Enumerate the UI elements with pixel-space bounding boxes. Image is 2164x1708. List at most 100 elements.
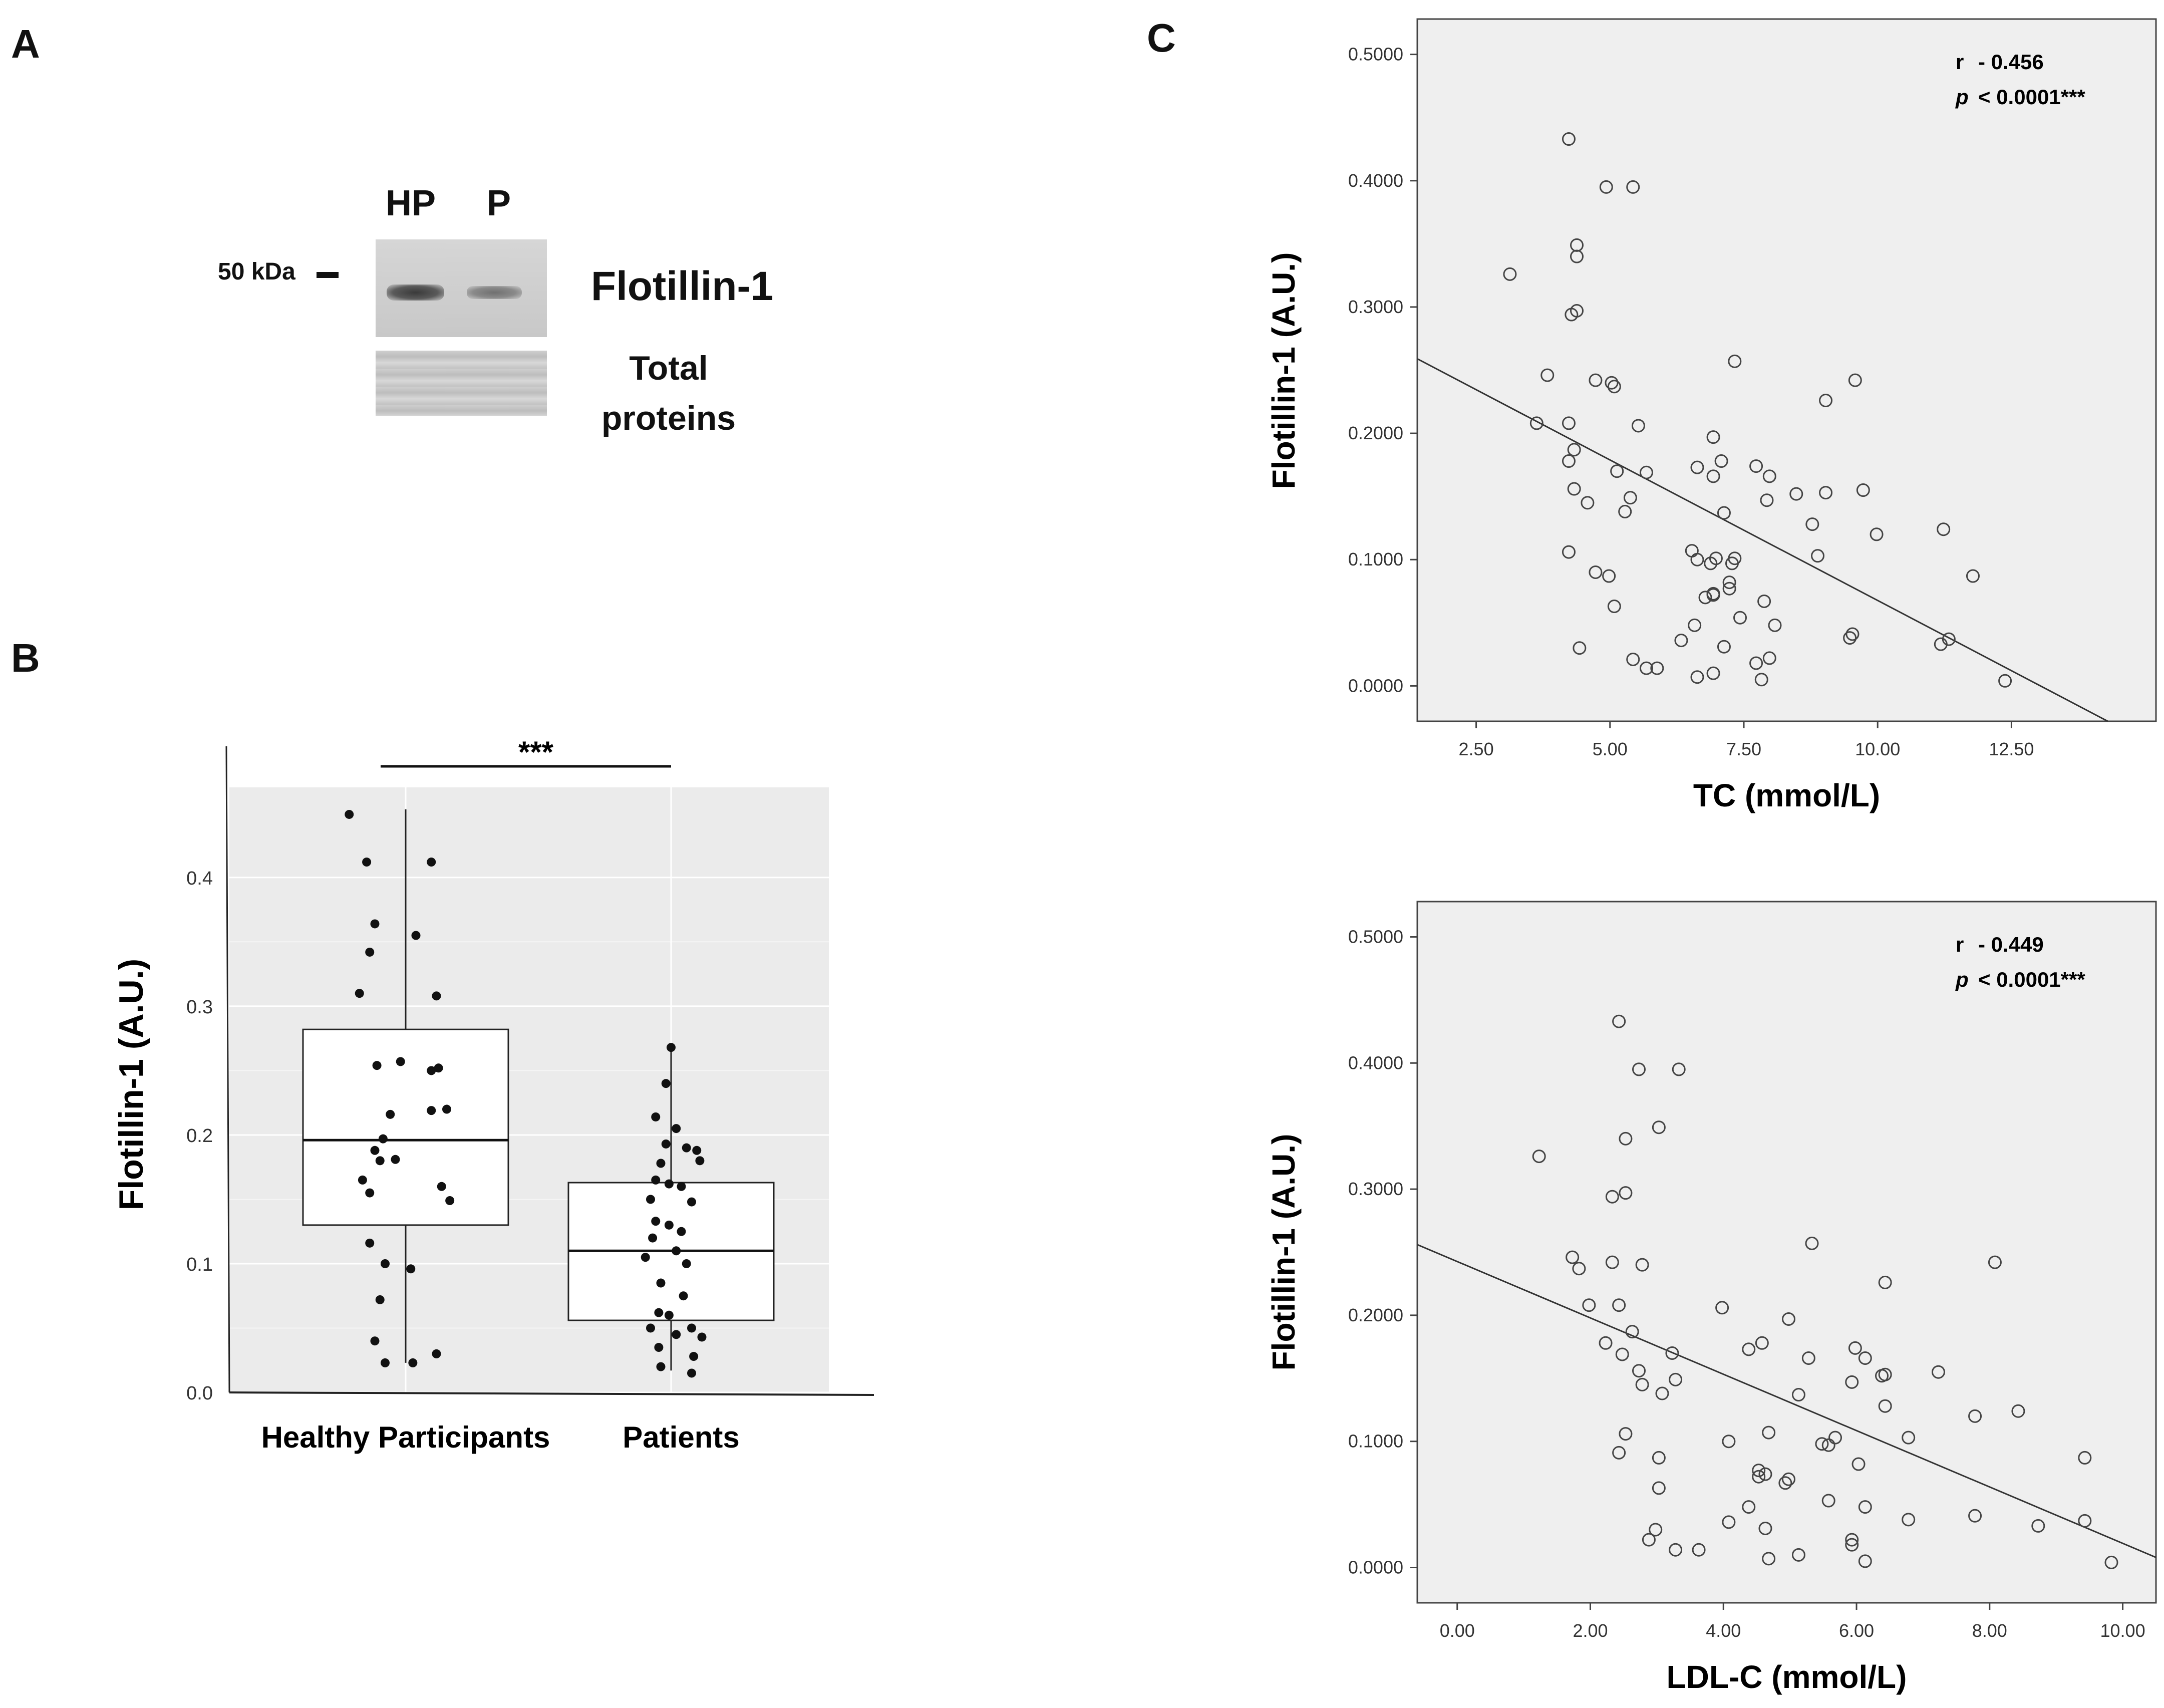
data-point	[1781, 1472, 1795, 1486]
data-point	[1858, 1500, 1872, 1514]
data-point	[1626, 652, 1640, 666]
y-tick-label: 0.4	[186, 868, 213, 889]
data-point	[1966, 569, 1980, 583]
loading-label-line2: proteins	[601, 399, 736, 437]
data-point	[1562, 454, 1576, 468]
y-axis-title: Flotillin-1 (A.U.)	[1266, 252, 1302, 489]
data-point	[1815, 1437, 1829, 1451]
data-point	[1589, 565, 1603, 579]
data-point	[370, 919, 380, 929]
data-point	[1581, 496, 1595, 510]
data-point	[432, 1349, 441, 1358]
y-tick-label: 0.2	[186, 1125, 213, 1147]
data-point	[1722, 1515, 1736, 1529]
data-point	[1650, 661, 1664, 675]
data-point	[1573, 641, 1587, 655]
data-point	[1631, 419, 1645, 433]
data-point	[1607, 380, 1621, 394]
data-point	[1625, 1325, 1639, 1339]
data-point	[651, 1217, 661, 1226]
data-point	[667, 1043, 676, 1052]
y-tick-label: 0.3000	[1348, 1179, 1403, 1199]
data-point	[1602, 569, 1616, 583]
data-point	[1623, 491, 1637, 505]
data-point	[2031, 1519, 2045, 1533]
data-point	[1725, 556, 1739, 571]
data-point	[365, 947, 375, 957]
data-point	[1845, 1375, 1859, 1389]
y-tick-label: 0.1000	[1348, 549, 1403, 570]
data-point	[1752, 1464, 1766, 1478]
data-point	[1610, 464, 1624, 478]
data-point	[1843, 631, 1857, 645]
x-tick-label: 4.00	[1706, 1620, 1741, 1641]
data-point	[1722, 576, 1736, 590]
data-point	[1845, 1538, 1859, 1552]
data-point	[664, 1179, 674, 1189]
data-point	[1856, 483, 1870, 497]
data-point	[1582, 1298, 1596, 1312]
total-protein-image	[376, 351, 547, 416]
y-tick-label: 0.5000	[1348, 44, 1403, 65]
panel-letter-c: C	[1147, 16, 1176, 60]
blot-image	[376, 239, 547, 337]
data-point	[1619, 1186, 1633, 1200]
panel-letter-a: A	[11, 22, 40, 66]
data-point	[1692, 1543, 1706, 1557]
marker-dash	[317, 272, 339, 278]
data-point	[1690, 670, 1704, 684]
data-point	[1758, 1467, 1772, 1481]
data-point	[654, 1308, 664, 1317]
data-point	[1988, 1255, 2002, 1269]
data-point	[1706, 469, 1720, 483]
data-point	[1632, 1062, 1646, 1076]
data-point	[1805, 517, 1819, 531]
y-tick-label: 0.5000	[1348, 927, 1403, 947]
box-plot: 0.0 0.1 0.2 0.3 0.4 *** Healthy Participants Pa…	[112, 735, 874, 1454]
data-point	[1733, 611, 1747, 625]
data-point	[1562, 416, 1576, 430]
data-point	[1717, 506, 1731, 520]
data-point	[1642, 1533, 1656, 1547]
data-point	[1845, 1533, 1859, 1547]
data-point	[1789, 487, 1803, 501]
data-point	[1619, 1427, 1633, 1441]
y-tick-label: 0.4000	[1348, 170, 1403, 191]
data-point	[641, 1253, 650, 1262]
stat-p-symbol: p	[1955, 85, 1969, 109]
data-point	[1810, 549, 1824, 563]
data-point	[1619, 1131, 1633, 1146]
data-point	[1762, 1426, 1776, 1440]
data-point	[445, 1196, 455, 1206]
data-point	[687, 1197, 696, 1207]
data-point	[1858, 1554, 1872, 1568]
data-point	[378, 1134, 388, 1144]
y-axis-line	[225, 746, 230, 1393]
data-point	[672, 1124, 681, 1133]
data-point	[1821, 1494, 1835, 1508]
data-point	[1828, 1431, 1842, 1445]
band-hp	[387, 284, 444, 301]
data-point	[375, 1295, 385, 1304]
loading-control-label: Total proteins	[591, 343, 746, 443]
data-point	[358, 1175, 367, 1185]
data-point	[1998, 674, 2012, 688]
data-point	[695, 1156, 705, 1166]
scatter-ldl: 0.0000 0.1000 0.2000 0.3000 0.4000 0.5000 0.00…	[1266, 901, 2157, 1695]
data-point	[1706, 587, 1720, 601]
data-point	[687, 1323, 696, 1333]
data-point	[677, 1227, 686, 1236]
y-tick-label: 0.1	[186, 1254, 213, 1275]
data-point	[411, 931, 421, 940]
data-point	[1934, 637, 1948, 651]
data-point	[682, 1259, 691, 1268]
data-point	[1781, 1312, 1795, 1326]
data-point	[687, 1368, 696, 1378]
data-point	[1805, 1236, 1819, 1250]
data-point	[1652, 1451, 1666, 1465]
data-point	[1878, 1399, 1892, 1413]
data-point	[1819, 486, 1833, 500]
data-point	[1562, 545, 1576, 559]
box	[302, 1028, 509, 1226]
data-point	[677, 1182, 686, 1191]
